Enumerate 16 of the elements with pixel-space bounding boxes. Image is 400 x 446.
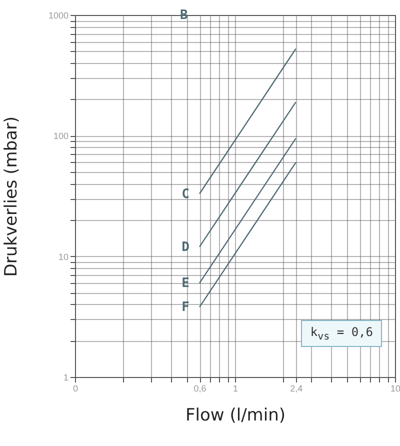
series-label: E [182, 276, 190, 292]
x-tick-label: 10 [390, 384, 400, 394]
y-axis-title: Drukverlies (mbar) [1, 116, 22, 277]
series-label: C [182, 186, 190, 202]
annotation: k$_{vs}$ = 0,6 [301, 320, 382, 348]
y-tick-label: 10 [58, 252, 68, 262]
y-tick-label: 1 [63, 372, 68, 382]
x-tick-label: 1 [232, 384, 238, 394]
series-label: F [182, 300, 190, 316]
x-axis-title: Flow (l/min) [186, 406, 286, 426]
series-label: D [182, 240, 190, 255]
y-tick-label: 100 [53, 131, 68, 142]
x-tick-label: 0 [72, 384, 78, 394]
x-tick-label: 0,6 [194, 384, 206, 394]
x-tick-label: 2,4 [290, 384, 303, 394]
y-tick-label: 1000 [48, 10, 68, 20]
